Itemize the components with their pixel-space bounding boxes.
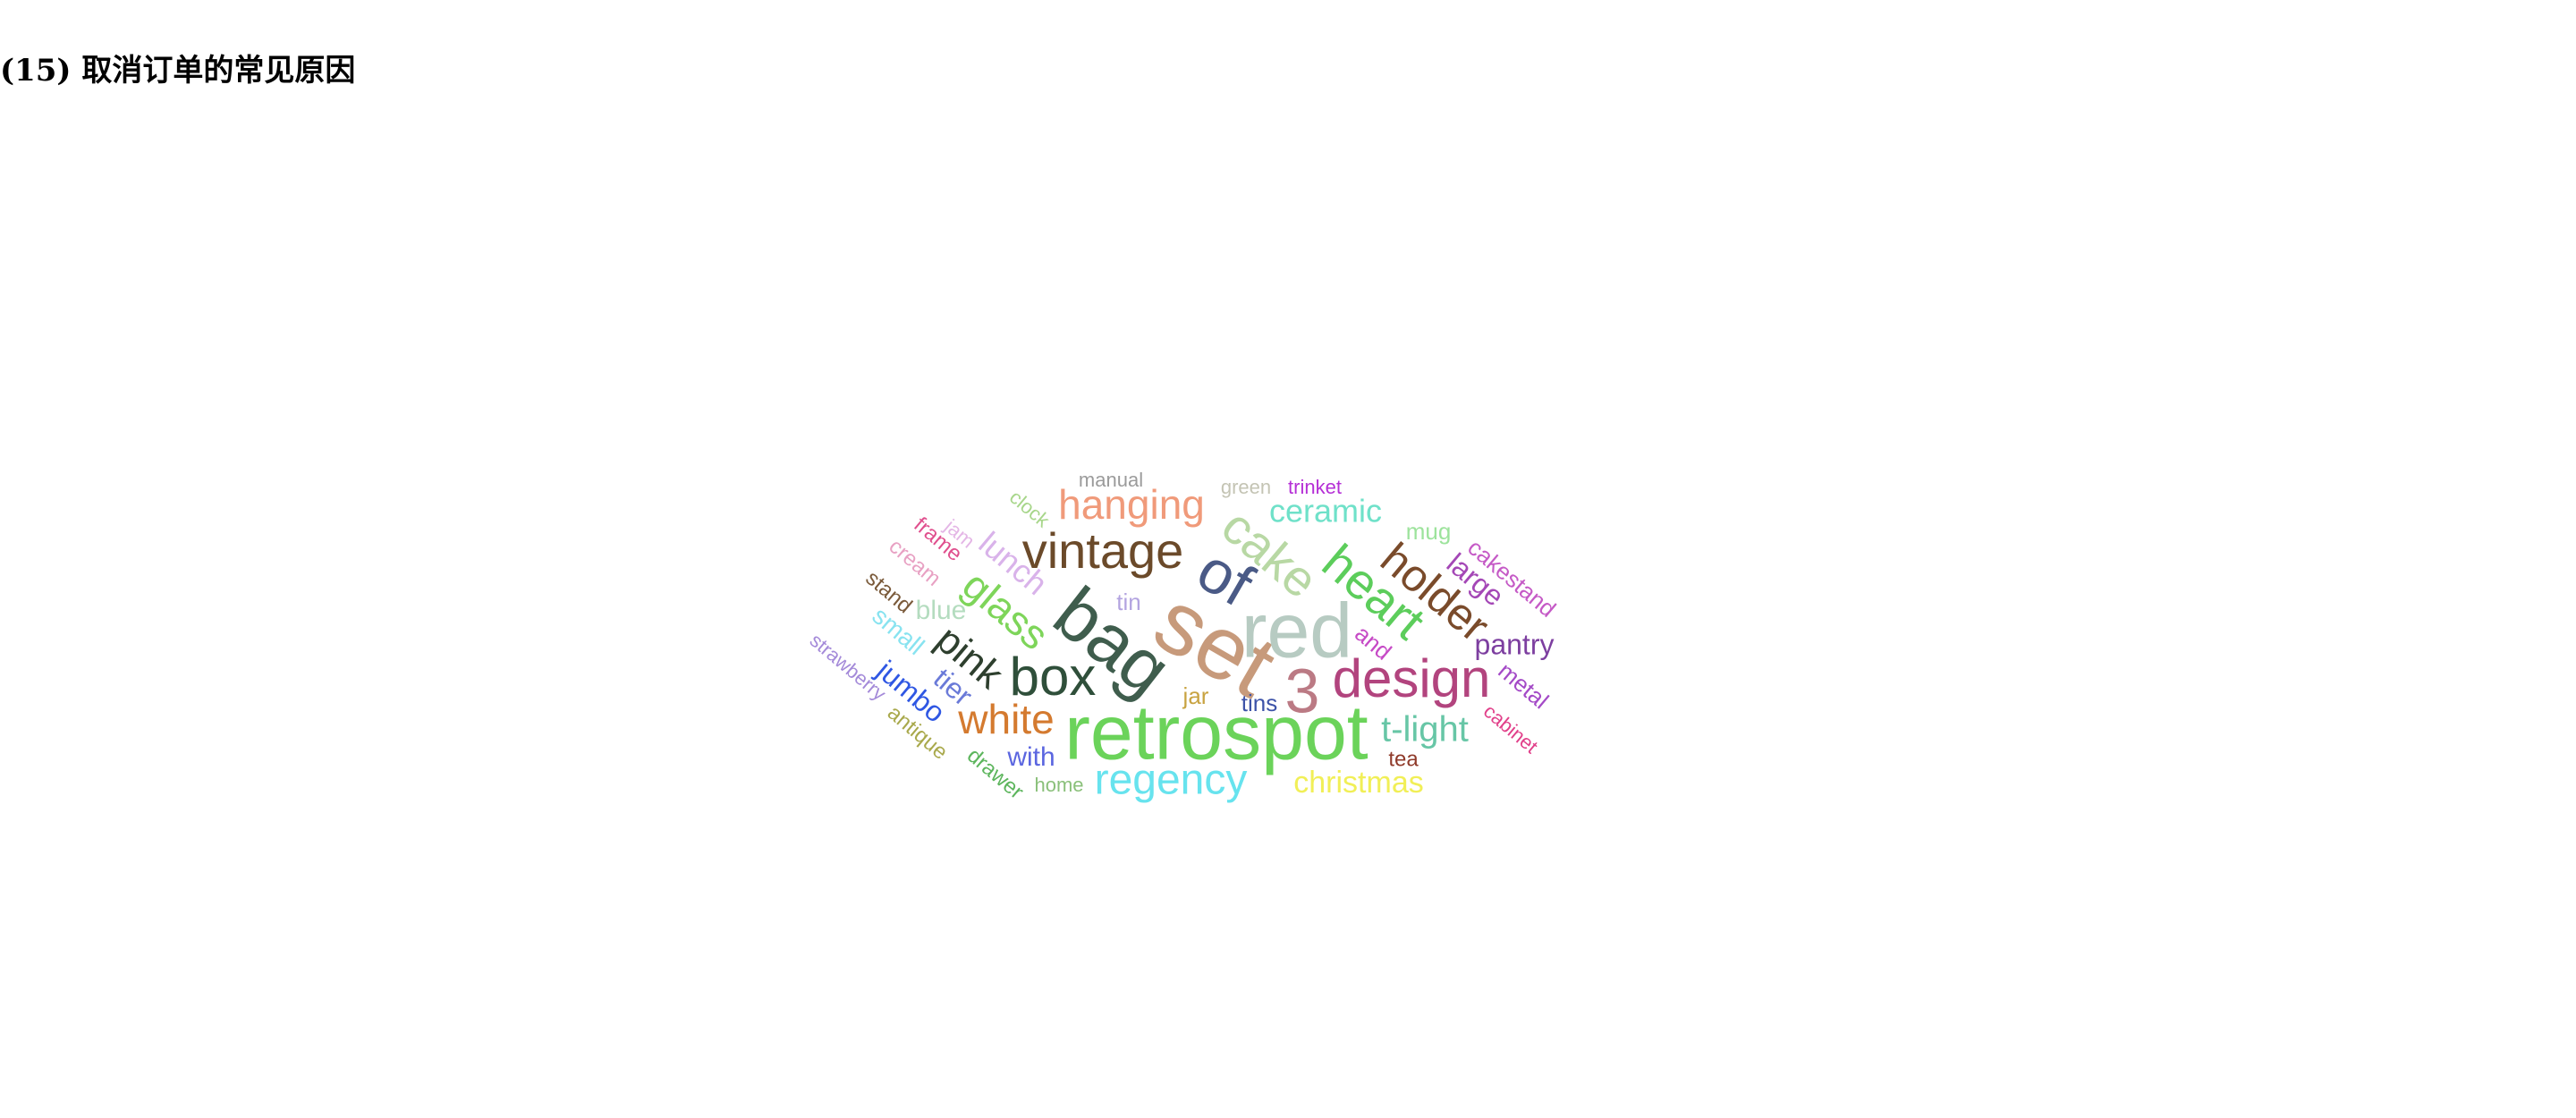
word-clock: clock — [1005, 486, 1055, 532]
word-large: large — [1441, 546, 1511, 612]
word-with: with — [1006, 742, 1055, 772]
word-glass: glass — [954, 562, 1058, 659]
word-frame: frame — [910, 512, 967, 566]
word-lunch: lunch — [972, 524, 1055, 602]
word-design: design — [1333, 648, 1491, 708]
word-red: red — [1241, 589, 1352, 674]
word-trinket: trinket — [1288, 476, 1342, 498]
word-cakestand: cakestand — [1462, 534, 1561, 623]
word-holder: holder — [1371, 533, 1498, 651]
word-pantry: pantry — [1475, 628, 1555, 660]
word-box: box — [1010, 647, 1097, 707]
word-jam: jam — [940, 514, 979, 553]
word-mug: mug — [1406, 518, 1452, 545]
word-vintage: vintage — [1022, 522, 1184, 579]
word-cabinet: cabinet — [1479, 699, 1542, 758]
word-christmas: christmas — [1293, 766, 1423, 800]
word-cake: cake — [1211, 497, 1328, 608]
word-white: white — [957, 696, 1054, 742]
word-bag: bag — [1039, 572, 1186, 711]
word-ceramic: ceramic — [1269, 493, 1382, 529]
word-retrospot: retrospot — [1064, 690, 1368, 776]
word-regency: regency — [1095, 757, 1248, 804]
word-heart: heart — [1312, 533, 1436, 650]
word-green: green — [1221, 476, 1271, 498]
word-home: home — [1034, 774, 1083, 796]
word-tier: tier — [928, 662, 979, 712]
word-drawer: drawer — [962, 743, 1029, 804]
word-3: 3 — [1285, 656, 1320, 725]
word-t-light: t-light — [1381, 710, 1469, 750]
word-jar: jar — [1182, 682, 1209, 709]
word-tea: tea — [1388, 747, 1419, 771]
word-antique: antique — [883, 700, 953, 764]
word-tin: tin — [1116, 589, 1140, 615]
word-small: small — [867, 602, 929, 661]
word-tins: tins — [1241, 690, 1277, 716]
word-blue: blue — [916, 596, 967, 625]
word-and: and — [1350, 620, 1397, 665]
word-pink: pink — [928, 617, 1012, 698]
page-title: (15) 取消订单的常见原因 — [0, 53, 356, 89]
word-strawberry: strawberry — [806, 629, 891, 705]
word-hanging: hanging — [1058, 481, 1205, 528]
word-set: set — [1139, 571, 1292, 717]
word-cream: cream — [885, 534, 945, 591]
word-metal: metal — [1493, 656, 1554, 714]
word-of: of — [1186, 536, 1264, 620]
word-jumbo: jumbo — [870, 654, 952, 729]
word-stand: stand — [861, 566, 917, 618]
word-manual: manual — [1079, 469, 1143, 491]
